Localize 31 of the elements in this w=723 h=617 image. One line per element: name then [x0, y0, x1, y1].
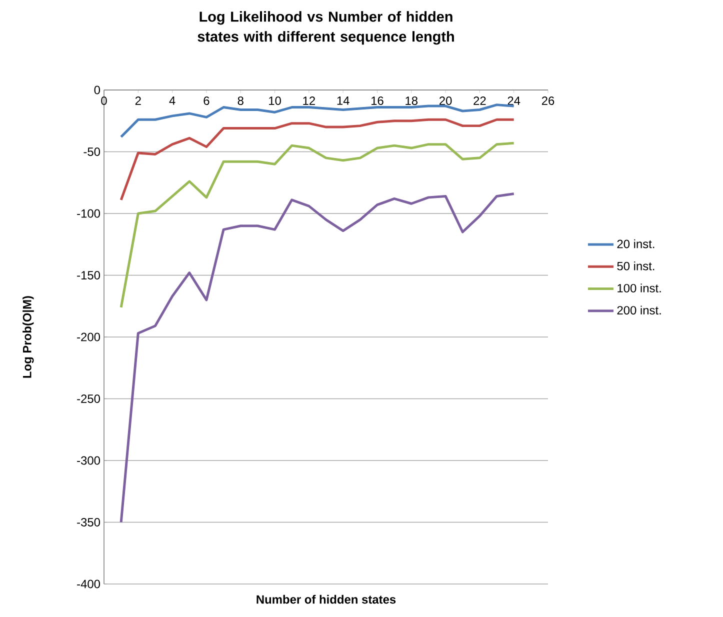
x-tick-label: 20	[439, 96, 452, 105]
x-tick-label: 8	[238, 96, 244, 105]
legend-label: 20 inst.	[617, 239, 654, 248]
y-tick-label: -300	[77, 456, 100, 465]
x-tick-label: 16	[371, 96, 384, 105]
y-tick-label: -200	[77, 332, 100, 342]
chart-title: Log Likelihood vs Number of hidden states with different sequence length	[198, 11, 454, 45]
y-tick-label: -350	[77, 518, 100, 526]
y-tick-label: -100	[77, 209, 100, 218]
x-tick-label: 4	[169, 96, 176, 105]
legend-label: 100 inst.	[618, 284, 661, 292]
x-tick-label: 22	[474, 96, 486, 105]
x-axis-title: Number of hidden states	[256, 594, 396, 604]
x-tick-label: 14	[337, 96, 350, 105]
y-axis-title: Log Prob(O|M)	[22, 296, 34, 378]
x-tick-label: 24	[508, 96, 520, 105]
legend-label: 200 inst.	[617, 306, 661, 315]
x-tick-label: 6	[204, 96, 210, 105]
x-tick-label: 0	[101, 96, 107, 105]
x-tick-label: 2	[135, 96, 141, 105]
x-tick-label: 26	[542, 96, 554, 105]
y-tick-label: 0	[94, 86, 100, 94]
x-tick-label: 18	[406, 96, 418, 105]
y-tick-label: -150	[77, 271, 100, 280]
x-tick-label: 10	[269, 96, 281, 105]
y-tick-label: -400	[77, 580, 100, 588]
legend-label: 50 inst.	[617, 262, 654, 270]
y-tick-label: -250	[77, 394, 100, 403]
line-series	[120, 192, 516, 524]
y-tick-label: -50	[84, 148, 100, 156]
x-tick-label: 12	[303, 96, 315, 105]
